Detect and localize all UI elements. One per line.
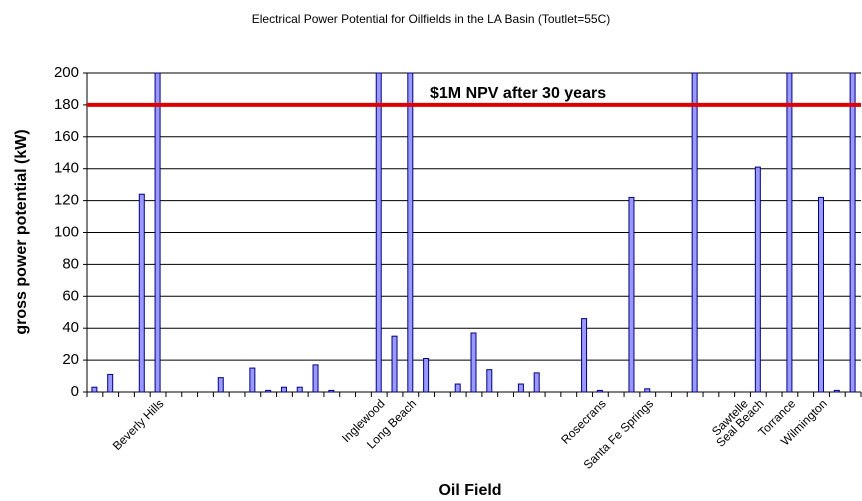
y-tick-label: 140: [54, 160, 79, 177]
bar: [138, 193, 145, 393]
bar: [312, 364, 319, 393]
bar: [423, 358, 430, 393]
y-tick-label: 20: [62, 351, 79, 368]
bar: [107, 373, 114, 393]
bar: [833, 389, 840, 393]
bar: [407, 72, 414, 393]
bar: [280, 386, 287, 393]
bar: [754, 166, 761, 393]
bar: [454, 383, 461, 393]
x-tick-label: Beverly Hills: [110, 396, 167, 453]
y-tick-label: 200: [54, 64, 79, 81]
bar: [296, 386, 303, 393]
y-tick-label: 120: [54, 192, 79, 209]
y-tick-label: 60: [62, 287, 79, 304]
x-tick-label: Rosecrans: [558, 396, 608, 446]
bar: [533, 372, 540, 393]
bar: [328, 389, 335, 393]
bar: [470, 332, 477, 393]
bar: [849, 72, 856, 393]
bar: [265, 389, 272, 393]
y-tick-label: 40: [62, 319, 79, 336]
y-axis-title: gross power potential (kW): [13, 129, 30, 334]
bar: [691, 72, 698, 393]
bar: [375, 72, 382, 393]
bar: [217, 377, 224, 393]
x-axis-title: Oil Field: [438, 482, 501, 499]
y-tick-label: 180: [54, 96, 79, 113]
y-tick-label: 160: [54, 128, 79, 145]
bar: [91, 386, 98, 393]
bar: [154, 72, 161, 393]
threshold-label: $1M NPV after 30 years: [430, 85, 606, 102]
bar: [596, 389, 603, 393]
bar: [628, 196, 635, 393]
bar: [818, 196, 825, 393]
y-tick-label: 80: [62, 255, 79, 272]
bar: [644, 388, 651, 393]
bar: [391, 335, 398, 393]
y-tick-label: 100: [54, 223, 79, 240]
bar: [517, 383, 524, 393]
chart-title: Electrical Power Potential for Oilfields…: [252, 12, 611, 26]
y-tick-label: 0: [71, 383, 79, 400]
bar: [581, 318, 588, 393]
bar: [486, 369, 493, 393]
bar: [249, 367, 256, 393]
bar: [786, 72, 793, 393]
